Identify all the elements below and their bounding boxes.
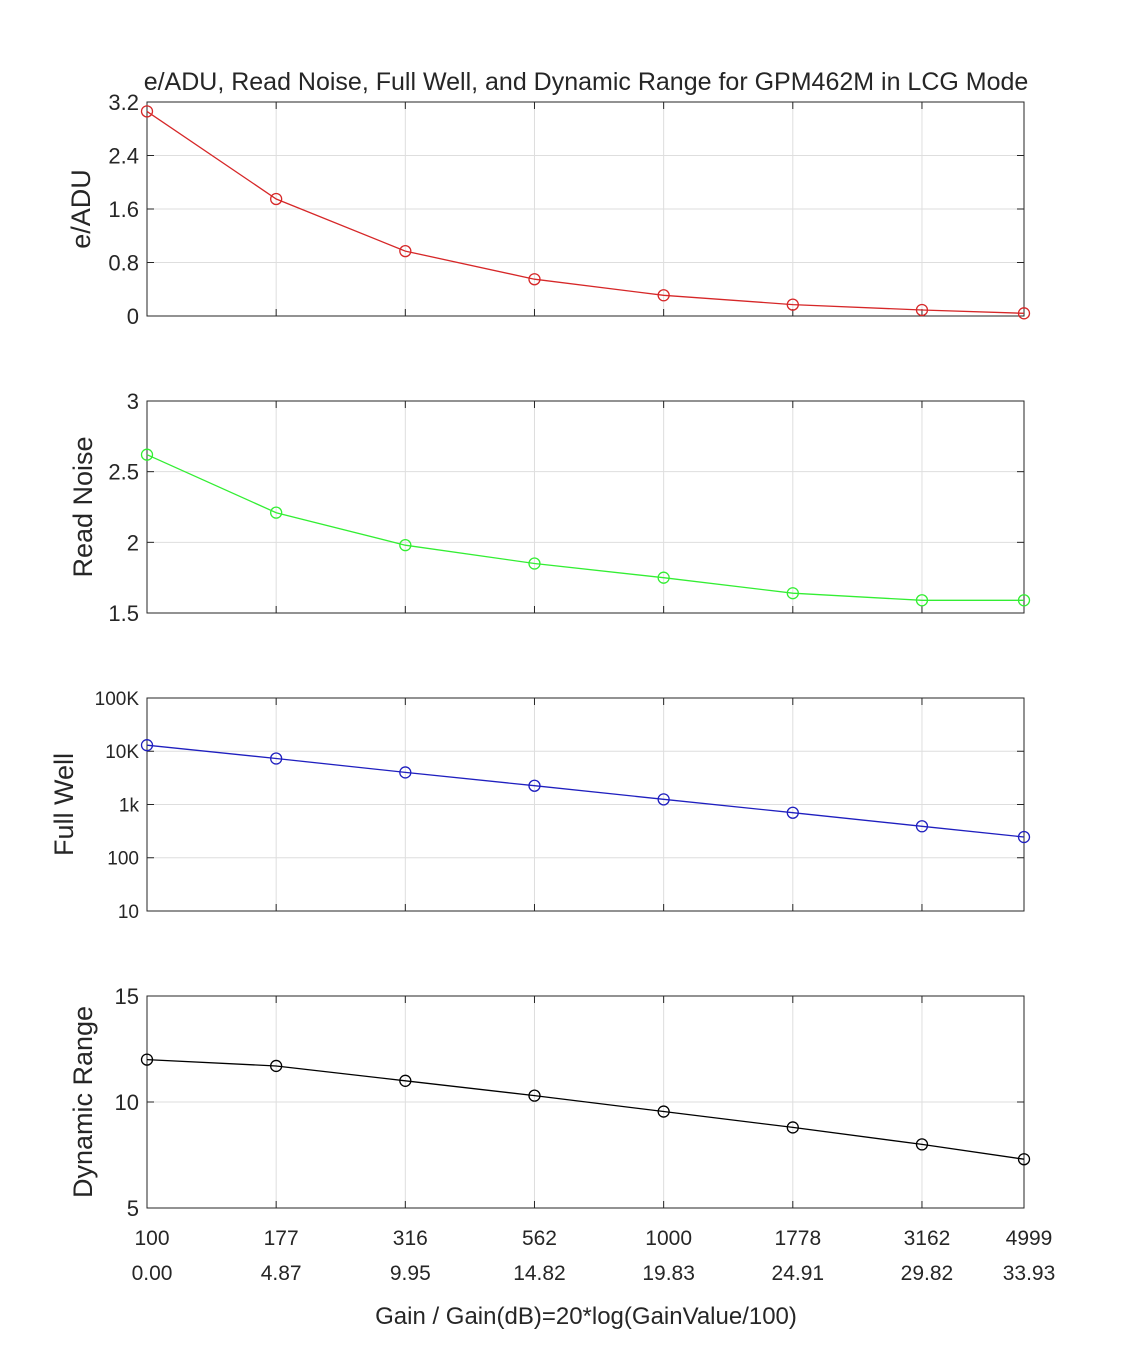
data-point <box>786 587 799 600</box>
x-tick-label-gain-db: 14.82 <box>513 1262 566 1285</box>
x-axis-label: Gain / Gain(dB)=20*log(GainValue/100) <box>375 1303 797 1330</box>
data-point <box>270 1059 283 1073</box>
y-tick-label: 5 <box>127 1196 139 1221</box>
series-line <box>146 744 1025 838</box>
data-point <box>399 539 412 552</box>
data-point <box>786 298 799 311</box>
x-tick-label-gain-db: 29.82 <box>901 1262 954 1285</box>
panel-full-well: 10 100 1k 10K 100K Full Well <box>49 689 1031 923</box>
data-point <box>399 1074 412 1087</box>
figure-title: e/ADU, Read Noise, Full Well, and Dynami… <box>144 68 1029 96</box>
y-axis-label: e/ADU <box>66 169 96 249</box>
x-tick-label-gain-db: 24.91 <box>772 1262 825 1285</box>
data-point <box>915 303 929 317</box>
series-line <box>146 110 1025 314</box>
panel-dynamic-range: 5 10 15 Dynamic Range <box>68 984 1031 1221</box>
data-point <box>528 273 541 286</box>
y-tick-label: 2 <box>127 530 139 555</box>
x-tick-label-gain-db: 0.00 <box>132 1262 173 1285</box>
x-tick-label-gain: 1000 <box>645 1227 692 1250</box>
x-tick-label-gain-db: 4.87 <box>261 1262 302 1285</box>
series-line <box>146 454 1024 601</box>
x-tick-labels-gain-db: 0.00 4.87 9.95 14.82 19.83 24.91 29.82 33.93 <box>132 1262 1056 1285</box>
y-tick-label: 0.8 <box>108 250 139 275</box>
plot-border <box>146 995 1025 1209</box>
y-tick-label: 2.5 <box>108 460 139 485</box>
data-point <box>915 1138 929 1151</box>
y-tick-label: 3.2 <box>108 90 139 115</box>
y-axis-label: Read Noise <box>68 436 98 577</box>
data-point <box>1017 830 1031 844</box>
y-tick-label: 0 <box>127 304 139 329</box>
data-point <box>1017 307 1031 320</box>
data-point <box>1017 594 1031 607</box>
y-tick-label: 1.5 <box>108 601 139 626</box>
panel-e-adu: 0 0.8 1.6 2.4 3.2 e/ADU <box>66 90 1031 329</box>
plot-border <box>146 697 1025 912</box>
series-line <box>146 1058 1025 1160</box>
x-tick-label-gain: 177 <box>264 1227 299 1250</box>
data-point <box>399 244 412 258</box>
x-tick-label-gain: 4999 <box>1006 1227 1053 1250</box>
data-point <box>270 506 283 519</box>
plot-border <box>146 400 1025 614</box>
x-tick-label-gain-db: 9.95 <box>390 1262 431 1285</box>
data-point <box>140 105 154 118</box>
data-point <box>915 594 929 607</box>
y-tick-label: 1k <box>119 795 140 816</box>
y-tick-label: 10K <box>105 742 139 763</box>
data-point <box>915 820 929 833</box>
y-tick-label: 2.4 <box>108 143 139 168</box>
x-tick-label-gain: 3162 <box>904 1227 951 1250</box>
data-point <box>1017 1153 1031 1166</box>
data-point <box>140 739 154 752</box>
x-tick-label-gain: 316 <box>393 1227 428 1250</box>
x-tick-label-gain: 562 <box>522 1227 557 1250</box>
x-tick-label-gain: 100 <box>134 1227 169 1250</box>
data-point <box>786 1121 799 1134</box>
panel-read-noise: 1.5 2 2.5 3 Read Noise <box>68 389 1031 626</box>
y-tick-label: 10 <box>115 1090 139 1115</box>
data-point <box>528 1089 541 1102</box>
data-point <box>270 752 283 765</box>
y-tick-label: 100 <box>107 849 139 870</box>
data-point <box>528 557 541 570</box>
data-point <box>657 571 670 584</box>
x-tick-label-gain: 1778 <box>774 1227 821 1250</box>
data-point <box>140 448 154 461</box>
plot-border <box>146 101 1025 317</box>
x-tick-labels-gain: 100 177 316 562 1000 1778 3162 4999 <box>134 1227 1052 1250</box>
y-tick-label: 1.6 <box>108 197 139 222</box>
data-point <box>786 806 799 819</box>
data-point <box>657 289 670 302</box>
y-axis-label: Full Well <box>49 753 79 856</box>
y-tick-label: 10 <box>118 902 139 923</box>
y-tick-label: 3 <box>127 389 139 414</box>
y-axis-label: Dynamic Range <box>68 1006 98 1198</box>
y-tick-label: 100K <box>95 689 140 710</box>
x-tick-label-gain-db: 33.93 <box>1003 1262 1056 1285</box>
data-point <box>528 779 541 792</box>
data-point <box>657 1105 670 1118</box>
data-point <box>270 192 283 206</box>
data-point <box>140 1053 154 1066</box>
data-point <box>657 793 670 806</box>
y-tick-label: 15 <box>115 984 139 1009</box>
x-tick-label-gain-db: 19.83 <box>642 1262 695 1285</box>
data-point <box>399 766 412 779</box>
